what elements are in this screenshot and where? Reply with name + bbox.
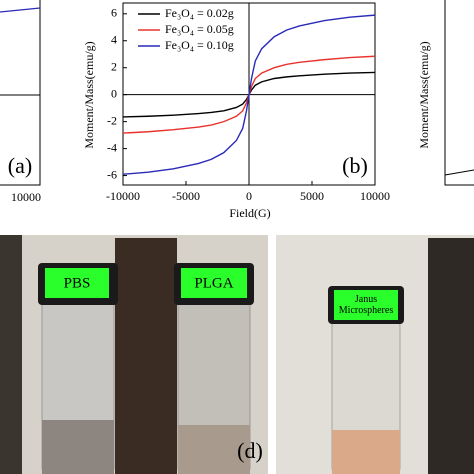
block — [428, 238, 474, 474]
y-axis-label: Moment/Mass(emu/g) — [82, 41, 96, 148]
x-tick-label: 10000 — [11, 190, 41, 204]
y-tick-label: 4 — [111, 32, 117, 46]
y-tick-label: 6 — [111, 6, 117, 20]
liquid — [42, 420, 114, 474]
x-tick-label: -5000 — [172, 189, 200, 203]
photo-label: PBS — [64, 275, 91, 291]
label-tag — [334, 290, 398, 320]
panel-c-curve — [444, 169, 474, 176]
x-tick-label: 5000 — [300, 189, 324, 203]
panel-a-frame — [0, 0, 41, 186]
panel-a-curve — [0, 7, 41, 13]
x-tick-label: 0 — [246, 189, 252, 203]
block — [115, 238, 177, 474]
panel-c-frame — [444, 0, 474, 186]
liquid — [178, 425, 250, 474]
photo-label: Janus Microspheres — [338, 294, 394, 316]
x-tick-label: -10000 — [106, 189, 140, 203]
photo-panel: PBS PLGA Janus Microspheres (d) — [0, 235, 474, 474]
legend-label: Fe₃O₄ = 0.02g — [165, 6, 234, 20]
y-tick-label: -6 — [107, 167, 117, 181]
y-tick-label: -2 — [107, 113, 117, 127]
photo-label-box: Janus Microspheres — [338, 294, 394, 316]
panel-label: (b) — [342, 153, 368, 178]
y-tick-label: 2 — [111, 59, 117, 73]
photo-edge — [0, 235, 22, 474]
liquid — [332, 430, 400, 474]
series-line — [122, 14, 376, 175]
label-tag — [45, 268, 109, 298]
x-tick-label: 10000 — [360, 189, 390, 203]
y-tick-label: -4 — [107, 140, 117, 154]
label-tag — [181, 268, 247, 298]
legend-label: Fe₃O₄ = 0.05g — [165, 22, 234, 36]
panel-label: (a) — [8, 153, 32, 178]
photo-label: PLGA — [194, 275, 233, 291]
panel-label: (d) — [237, 438, 263, 463]
chart: Moment/Mass(emu/g) Field(G) (b) -6 -4 -2 0 2… — [82, 2, 390, 220]
y-axis-label: Moment/Mass(emu/g) — [417, 41, 431, 148]
y-tick-label: 0 — [111, 86, 117, 100]
x-axis-label: Field(G) — [229, 206, 270, 220]
legend-label: Fe₃O₄ = 0.10g — [165, 38, 234, 52]
